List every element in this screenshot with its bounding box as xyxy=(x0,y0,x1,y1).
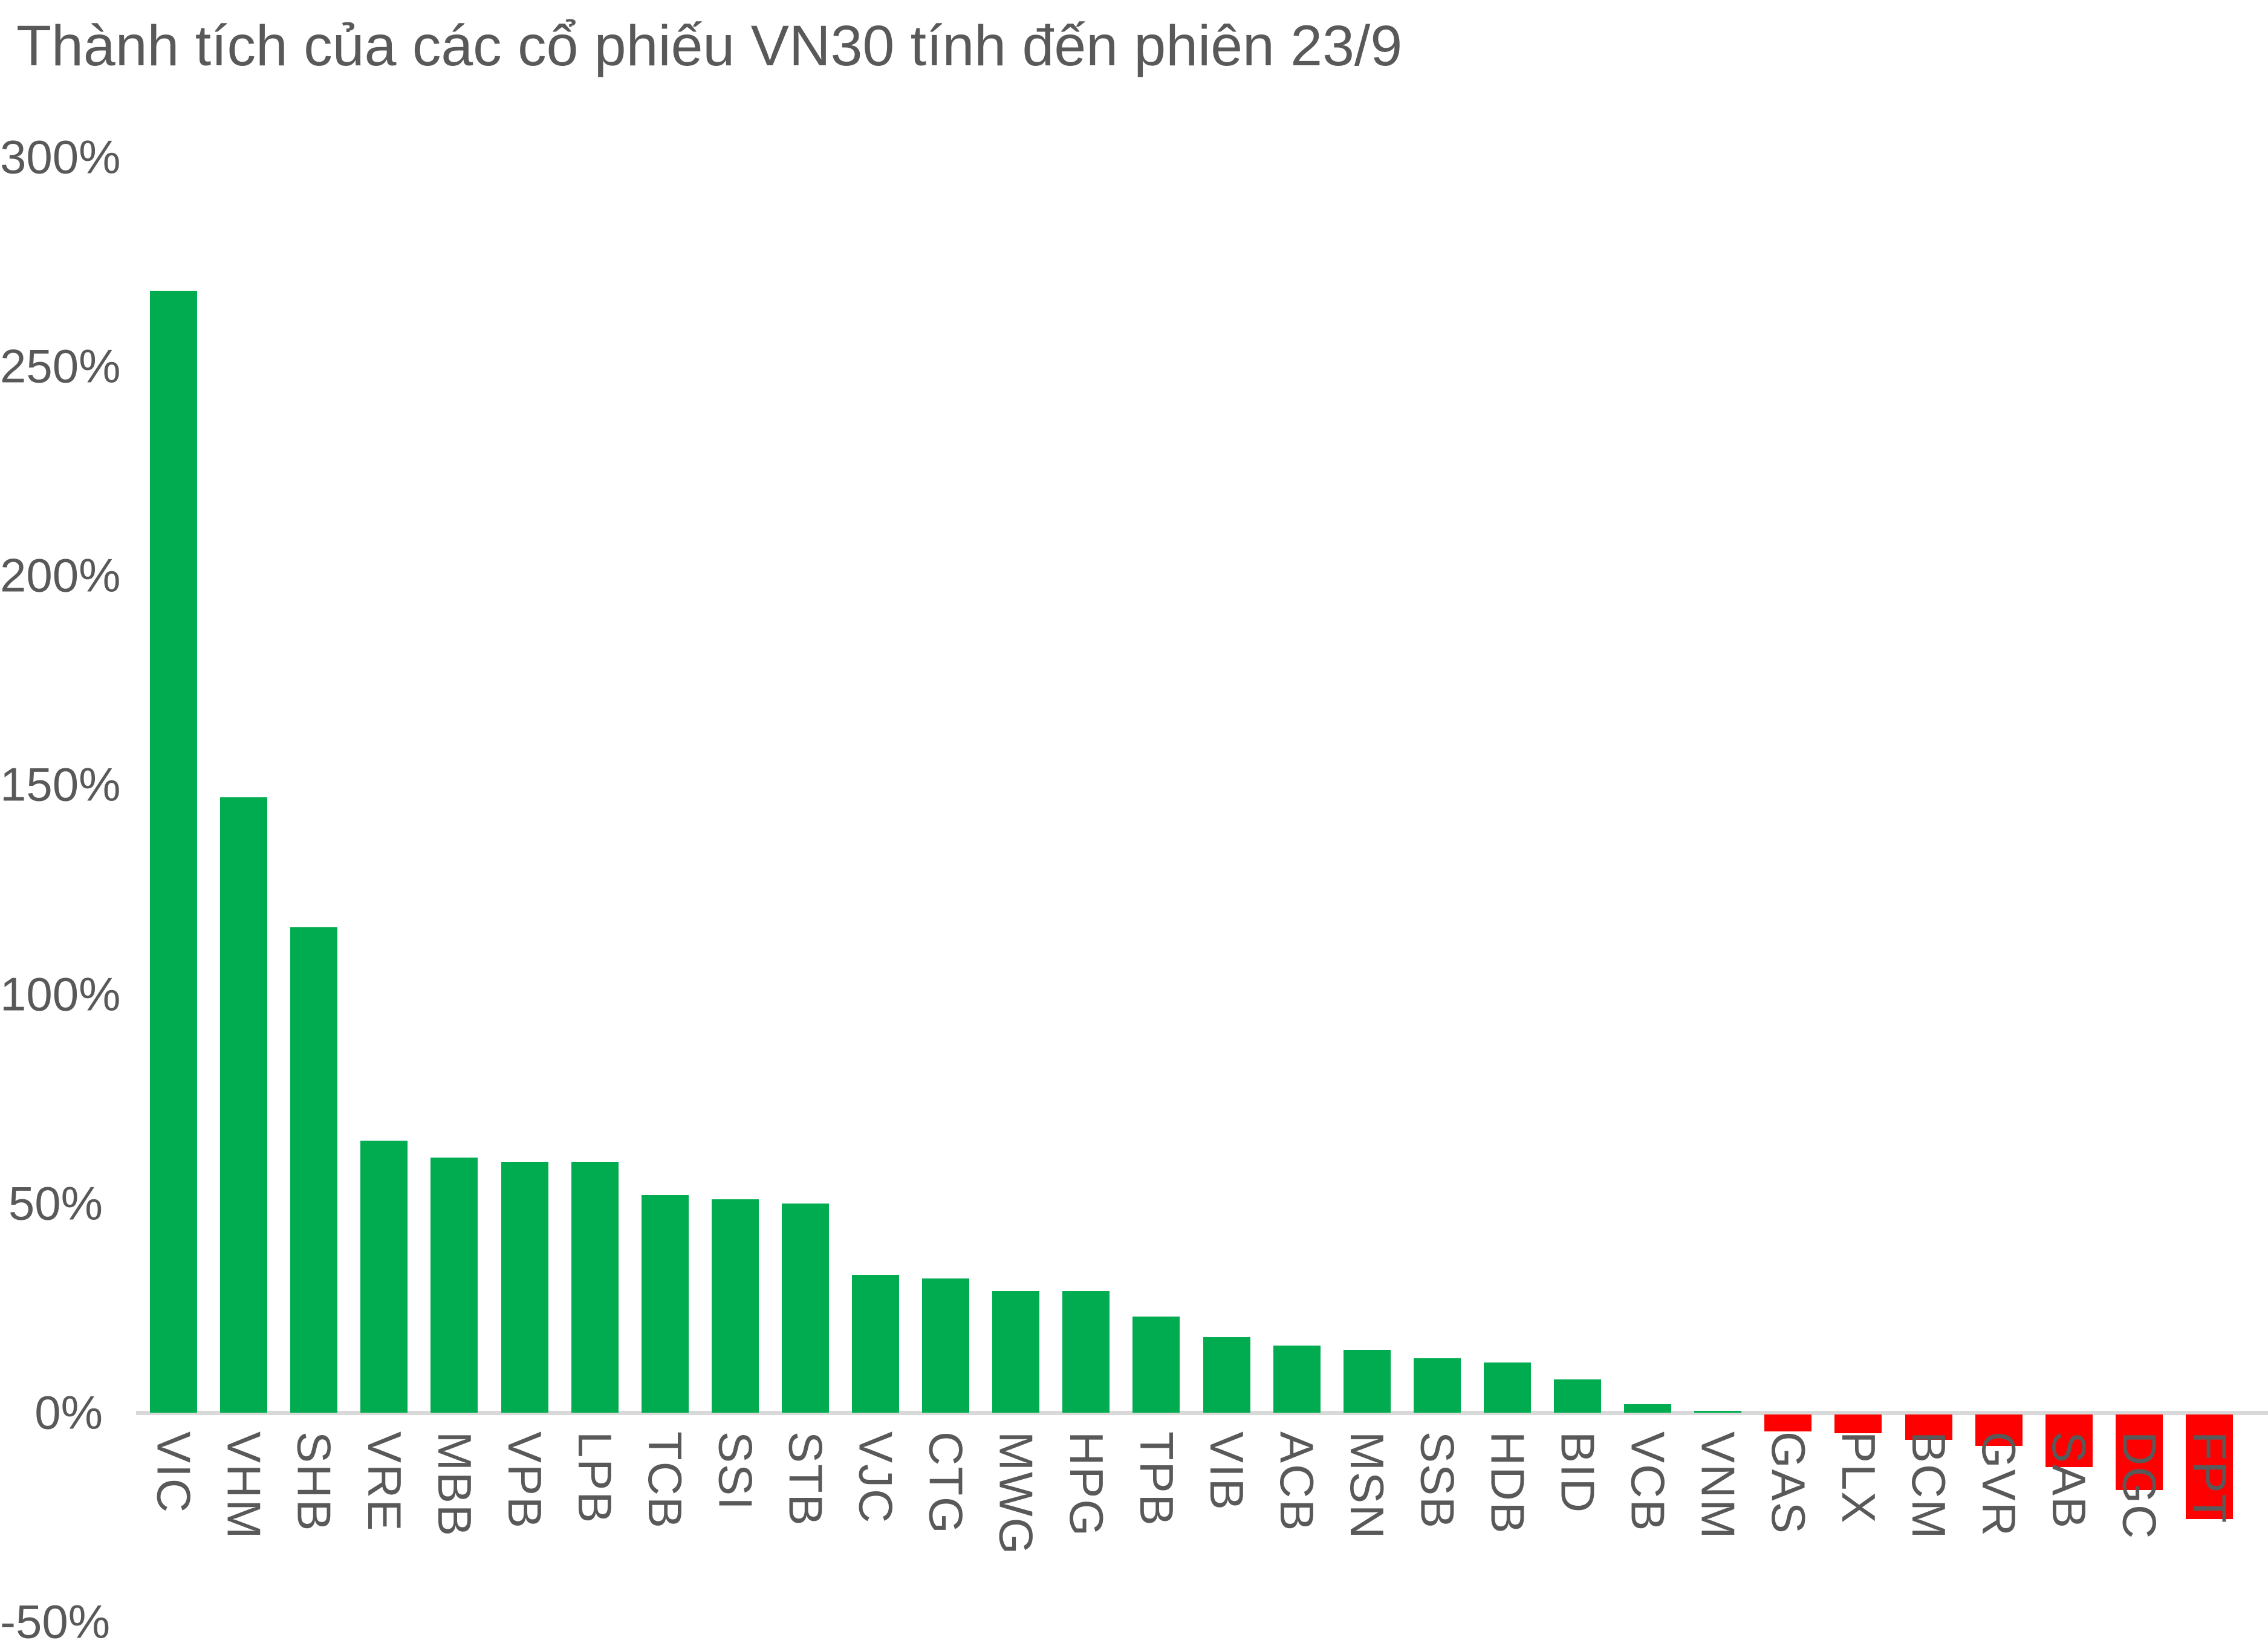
x-axis-label-ACB: ACB xyxy=(1270,1431,1324,1532)
bar-FPT xyxy=(2185,1414,2233,1520)
y-axis-tick: 50% xyxy=(8,1176,103,1230)
x-axis-label-VNM: VNM xyxy=(1691,1431,1745,1540)
bar-MWG xyxy=(992,1291,1040,1413)
bar-SHB xyxy=(290,927,338,1413)
x-axis-label-MWG: MWG xyxy=(989,1431,1043,1556)
bar-SAB xyxy=(2045,1414,2093,1467)
x-axis-label-BID: BID xyxy=(1551,1431,1605,1514)
x-axis-label-SHB: SHB xyxy=(287,1431,341,1532)
y-axis-tick: 0% xyxy=(34,1385,103,1439)
bar-HDB xyxy=(1483,1362,1531,1413)
bar-CTG xyxy=(922,1278,970,1413)
y-axis-tick: 250% xyxy=(0,339,121,393)
y-axis-tick: -50% xyxy=(0,1595,111,1646)
x-axis-label-VIB: VIB xyxy=(1200,1431,1253,1511)
x-axis-label-DGC: DGC xyxy=(2113,1431,2166,1540)
x-axis-label-TPB: TPB xyxy=(1129,1431,1183,1527)
bar-VHM xyxy=(220,797,268,1413)
bar-VCB xyxy=(1624,1404,1672,1413)
x-axis-label-PLX: PLX xyxy=(1831,1431,1885,1524)
bar-TPB xyxy=(1132,1316,1180,1413)
x-axis-label-LPB: LPB xyxy=(568,1431,622,1524)
bar-STB xyxy=(781,1203,829,1413)
x-axis-label-VJC: VJC xyxy=(849,1431,903,1524)
x-axis-label-CTG: CTG xyxy=(919,1431,973,1535)
x-axis-label-VRE: VRE xyxy=(357,1431,411,1532)
bar-GVR xyxy=(1975,1414,2023,1446)
bar-BCM xyxy=(1905,1414,1952,1440)
bar-VNM xyxy=(1694,1410,1742,1413)
x-axis-label-GAS: GAS xyxy=(1761,1431,1815,1535)
x-axis-label-FPT: FPT xyxy=(2183,1431,2237,1524)
bar-PLX xyxy=(1834,1414,1882,1434)
bar-LPB xyxy=(571,1161,619,1413)
bar-SSI xyxy=(711,1199,759,1413)
bar-VPB xyxy=(501,1161,548,1413)
x-axis-label-VPB: VPB xyxy=(498,1431,551,1530)
x-axis-label-SSB: SSB xyxy=(1411,1431,1464,1530)
x-axis-label-SAB: SAB xyxy=(2042,1431,2096,1530)
x-axis-label-VIC: VIC xyxy=(147,1431,201,1514)
y-axis-tick: 150% xyxy=(0,757,121,811)
bar-GAS xyxy=(1764,1414,1812,1431)
x-axis-label-GVR: GVR xyxy=(1972,1431,2026,1538)
x-axis-label-SSI: SSI xyxy=(709,1431,762,1511)
x-axis-label-MSN: MSN xyxy=(1340,1431,1394,1540)
y-axis-tick: 200% xyxy=(0,548,121,602)
bar-BID xyxy=(1554,1379,1601,1413)
x-axis-label-STB: STB xyxy=(779,1431,833,1527)
bar-SSB xyxy=(1413,1358,1461,1413)
bar-VIB xyxy=(1203,1337,1250,1413)
x-axis-label-BCM: BCM xyxy=(1902,1431,1955,1540)
y-axis-tick: 100% xyxy=(0,967,121,1021)
x-axis-label-TCB: TCB xyxy=(638,1431,692,1529)
y-axis-tick: 300% xyxy=(0,130,121,184)
bar-MSN xyxy=(1343,1350,1391,1413)
x-axis-label-HDB: HDB xyxy=(1481,1431,1535,1535)
bar-VRE xyxy=(360,1140,408,1413)
x-axis-label-HPG: HPG xyxy=(1059,1431,1113,1538)
bar-VJC xyxy=(852,1274,899,1413)
bar-DGC xyxy=(2115,1414,2163,1490)
x-axis-label-MBB: MBB xyxy=(427,1431,481,1538)
bar-HPG xyxy=(1062,1291,1110,1413)
chart-title: Thành tích của các cổ phiếu VN30 tính đế… xyxy=(16,14,1403,78)
bar-MBB xyxy=(431,1157,478,1413)
bar-ACB xyxy=(1273,1346,1321,1413)
x-axis-label-VHM: VHM xyxy=(217,1431,271,1540)
x-axis-line xyxy=(136,1411,2268,1415)
bar-TCB xyxy=(641,1194,689,1413)
x-axis-label-VCB: VCB xyxy=(1621,1431,1675,1532)
bar-VIC xyxy=(150,291,197,1413)
